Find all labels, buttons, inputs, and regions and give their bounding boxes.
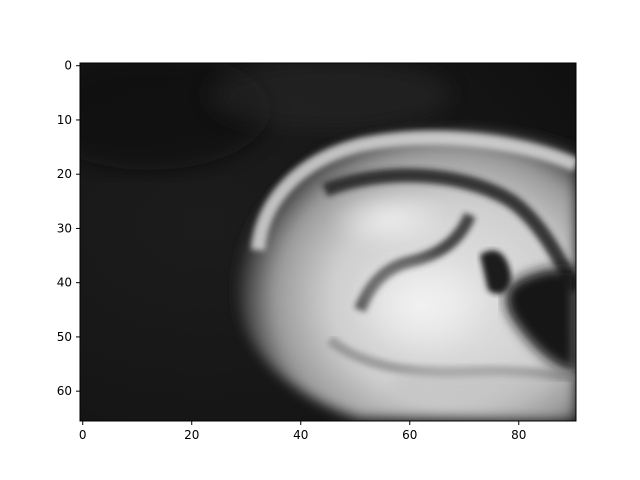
ear-canal-shadow	[505, 268, 576, 372]
axes-frame	[79, 62, 577, 422]
ear-lower-highlight	[390, 367, 550, 403]
x-tick-label: 40	[293, 428, 308, 442]
x-tick-label: 0	[79, 428, 87, 442]
y-axis: 0 10 20 30 40 50 60	[57, 59, 80, 398]
y-tick-label: 0	[64, 59, 72, 73]
ear-upper-highlight	[330, 190, 450, 250]
y-tick-label: 60	[57, 384, 72, 398]
ear-tragus-shadow	[480, 250, 511, 294]
ear-helix-fold	[322, 168, 576, 294]
hair-highlight	[210, 63, 450, 130]
y-tick-label: 50	[57, 330, 72, 344]
y-tick-label: 10	[57, 113, 72, 127]
x-tick-label: 60	[402, 428, 417, 442]
x-axis: 0 20 40 60 80	[79, 421, 526, 442]
y-tick-label: 40	[57, 276, 72, 290]
ear-helix-rim	[251, 130, 576, 251]
x-tick-label: 80	[511, 428, 526, 442]
y-tick-label: 30	[57, 221, 72, 235]
ear-image	[80, 63, 576, 421]
ear-concha-highlight	[350, 250, 490, 360]
y-tick-label: 20	[57, 167, 72, 181]
x-tick-label: 20	[184, 428, 199, 442]
